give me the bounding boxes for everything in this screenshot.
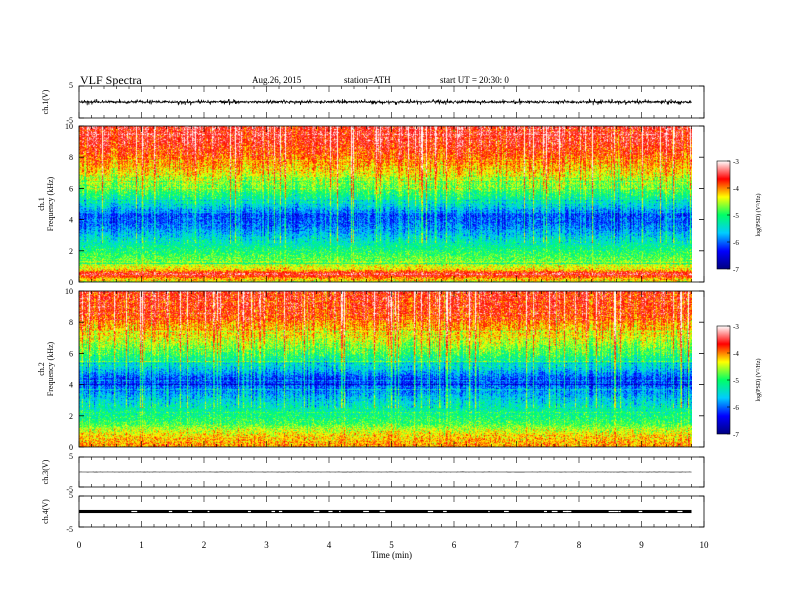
x-tick-label-8: 8	[577, 540, 582, 550]
x-tick-label-3: 3	[264, 540, 269, 550]
spectrogram-ch1	[79, 126, 692, 282]
y-axis-label-2-1: Frequency (kHz)	[46, 341, 55, 396]
y-tick-label-2-5: 10	[65, 287, 73, 296]
y-tick-label-1-3: 6	[69, 184, 73, 193]
y-axis-label-3-0: ch.3(V)	[41, 459, 50, 484]
ch4-gap	[168, 510, 173, 513]
colorbar-tick-label-1-4: -7	[733, 266, 739, 274]
colorbar-tick-label-2-3: -6	[733, 404, 739, 412]
x-tick-label-4: 4	[327, 540, 332, 550]
y-tick-label-0-0: 5	[69, 81, 73, 90]
y-tick-label-0-1: -5	[66, 116, 73, 125]
ch4-gap	[131, 510, 138, 513]
ch4-gap	[328, 510, 333, 513]
ch4-gap	[427, 510, 434, 513]
ch4-gap	[665, 510, 669, 513]
ch4-gap	[271, 510, 276, 513]
ch4-gap	[443, 510, 447, 513]
ch4-trace	[79, 509, 692, 514]
ch4-gap	[504, 510, 509, 513]
colorbar-label-2: log(PSD) (V²/Hz)	[755, 359, 762, 402]
colorbar-tick-label-2-2: -5	[733, 377, 739, 385]
y-tick-label-3-1: -5	[66, 485, 73, 494]
ch4-gap	[551, 510, 558, 513]
y-axis-label-0-0: ch.1(V)	[41, 89, 50, 114]
x-tick-label-5: 5	[389, 540, 394, 550]
ch4-gap	[562, 510, 569, 513]
ch4-gap	[614, 510, 619, 513]
spectrogram-ch2	[79, 291, 692, 447]
station-label: station=ATH	[344, 75, 391, 85]
x-tick-label-10: 10	[700, 540, 710, 550]
figure-title: VLF Spectra	[80, 73, 142, 87]
y-axis-label-1-0: ch.1	[37, 197, 46, 211]
x-tick-label-0: 0	[77, 540, 82, 550]
y-tick-label-1-2: 4	[69, 216, 73, 225]
ch4-gap	[339, 510, 341, 513]
y-axis-label-1-1: Frequency (kHz)	[46, 176, 55, 231]
ch4-gap	[313, 510, 320, 513]
ch4-gap	[638, 510, 643, 513]
colorbar-label-1: log(PSD) (V²/Hz)	[755, 194, 762, 237]
x-tick-label-1: 1	[139, 540, 144, 550]
y-tick-label-4-1: -5	[66, 525, 73, 534]
colorbar-tick-label-1-1: -4	[733, 185, 739, 193]
ch1-trace	[78, 98, 692, 106]
ch4-gap	[188, 510, 192, 513]
ch4-gap	[363, 510, 369, 513]
colorbar-tick-label-1-0: -3	[733, 158, 739, 166]
y-tick-label-1-0: 0	[69, 278, 73, 287]
x-tick-label-2: 2	[202, 540, 207, 550]
ch4-gap	[278, 510, 283, 513]
y-tick-label-2-3: 6	[69, 349, 73, 358]
y-tick-label-3-0: 5	[69, 452, 73, 461]
ch4-gap	[488, 510, 490, 513]
y-tick-label-2-4: 8	[69, 318, 73, 327]
y-tick-label-2-1: 2	[69, 412, 73, 421]
colorbar-tick-label-1-2: -5	[733, 212, 739, 220]
start-time-label: start UT = 20:30: 0	[440, 75, 509, 85]
x-tick-label-6: 6	[452, 540, 457, 550]
ch4-gap	[247, 510, 251, 513]
y-tick-label-2-0: 0	[69, 443, 73, 452]
x-tick-label-9: 9	[639, 540, 644, 550]
y-tick-label-1-5: 10	[65, 122, 73, 131]
ch4-gap	[608, 510, 615, 513]
ch4-gap	[543, 510, 547, 513]
ch4-gap	[379, 510, 386, 513]
x-tick-label-7: 7	[514, 540, 519, 550]
y-tick-label-2-2: 4	[69, 381, 73, 390]
x-axis-label: Time (min)	[371, 550, 412, 560]
y-tick-label-1-4: 8	[69, 153, 73, 162]
ch4-gap	[677, 510, 683, 513]
colorbar-tick-label-2-0: -3	[733, 323, 739, 331]
y-tick-label-1-1: 2	[69, 247, 73, 256]
y-axis-label-4-0: ch.4(V)	[41, 499, 50, 524]
ch4-gap	[618, 510, 621, 513]
colorbar-tick-label-1-3: -6	[733, 239, 739, 247]
ch4-gap	[207, 510, 210, 513]
colorbar-tick-label-2-1: -4	[733, 350, 739, 358]
ch4-gap	[567, 510, 572, 513]
date-label: Aug.26, 2015	[252, 75, 302, 85]
y-axis-label-2-0: ch.2	[37, 362, 46, 376]
colorbar-tick-label-2-4: -7	[733, 431, 739, 439]
y-tick-label-4-0: 5	[69, 491, 73, 500]
